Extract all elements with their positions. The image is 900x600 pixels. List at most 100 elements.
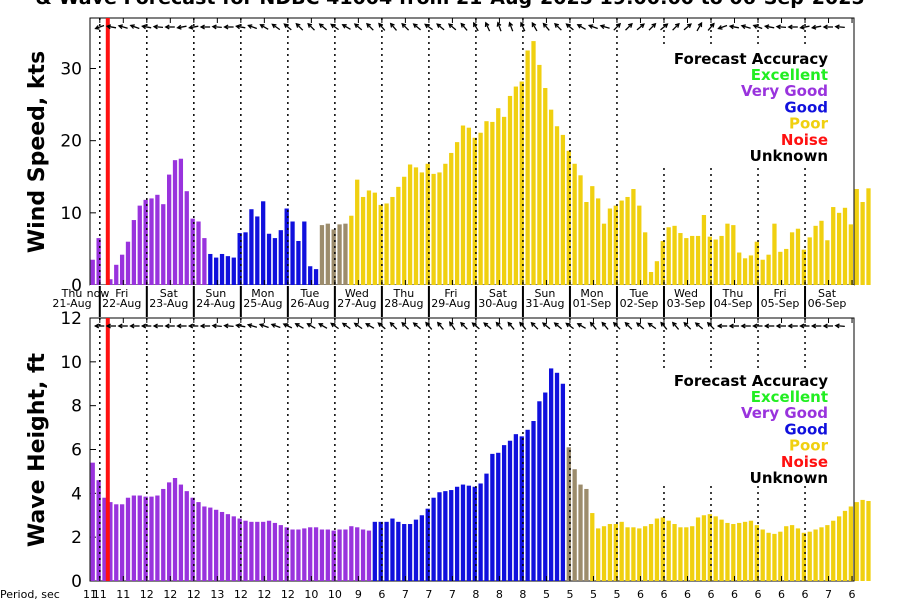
direction-arrowhead <box>553 322 559 328</box>
direction-arrowhead <box>377 322 383 328</box>
day-date-label: 04-Sep <box>714 297 753 310</box>
day-date-label: 26-Aug <box>290 297 329 310</box>
bar <box>701 215 707 285</box>
direction-arrowhead <box>787 24 793 30</box>
bar <box>795 228 801 285</box>
bar <box>619 521 624 581</box>
bar <box>108 502 113 581</box>
bar <box>596 198 601 285</box>
bar <box>537 64 542 285</box>
bar <box>719 519 724 581</box>
direction-arrow <box>636 322 645 330</box>
direction-arrow <box>508 22 514 32</box>
bar <box>695 517 701 581</box>
direction-arrowhead <box>624 321 630 327</box>
period-value: 6 <box>660 588 667 600</box>
period-value: 8 <box>496 588 503 600</box>
bar <box>825 525 830 581</box>
bar <box>243 520 248 581</box>
legend-item: Noise <box>781 131 828 149</box>
bar <box>137 495 142 581</box>
bar <box>560 383 566 581</box>
direction-arrow <box>130 24 140 30</box>
bar <box>807 531 812 581</box>
bar <box>819 220 824 285</box>
bar <box>848 506 853 581</box>
bar <box>731 225 736 285</box>
bar <box>572 469 577 581</box>
direction-arrowhead <box>117 24 123 30</box>
direction-arrow <box>177 25 187 29</box>
bar <box>789 232 795 285</box>
direction-arrowhead <box>307 22 313 28</box>
direction-arrowhead <box>176 24 182 30</box>
direction-arrowhead <box>541 322 548 328</box>
wind-speed-panel: Wind Speed, kts 0 10 20 30 Forecast Accurac… <box>25 17 871 296</box>
bar <box>831 520 836 581</box>
bar <box>784 248 789 285</box>
legend-item: Unknown <box>750 147 828 165</box>
bar <box>208 253 213 285</box>
bar <box>707 514 712 581</box>
direction-arrowhead <box>473 21 478 28</box>
bar <box>378 521 383 581</box>
bar <box>402 176 407 285</box>
day-date-label: 21-Aug <box>52 297 91 310</box>
bar <box>742 258 748 285</box>
bar <box>225 514 231 581</box>
bar <box>507 95 513 285</box>
period-value: 11 <box>93 588 107 600</box>
bar <box>419 172 424 285</box>
direction-arrow <box>472 322 480 330</box>
direction-arrow <box>330 23 339 31</box>
direction-arrowhead <box>576 24 582 29</box>
bar <box>261 521 266 581</box>
bar <box>331 229 336 285</box>
direction-arrow <box>753 24 763 30</box>
bar <box>690 235 695 285</box>
direction-arrow <box>577 24 586 30</box>
direction-arrow <box>248 324 258 328</box>
direction-arrowhead <box>199 24 205 30</box>
day-name-label: Fri <box>444 287 457 300</box>
direction-arrow <box>542 322 551 330</box>
direction-arrowhead <box>674 22 680 28</box>
bar <box>114 264 119 285</box>
bar <box>255 521 260 581</box>
direction-arrowhead <box>663 23 669 29</box>
direction-arrowhead <box>258 323 265 328</box>
direction-arrow <box>835 324 845 328</box>
direction-arrow <box>648 322 657 330</box>
now-line <box>105 318 110 581</box>
direction-arrow <box>741 25 751 29</box>
bar <box>695 235 701 285</box>
direction-arrowhead <box>449 321 454 327</box>
direction-arrowhead <box>211 24 217 30</box>
direction-arrowhead <box>520 21 525 27</box>
bar <box>125 497 131 581</box>
bar <box>172 160 178 285</box>
wave-direction-arrows <box>93 321 845 331</box>
bar <box>643 526 648 581</box>
bar <box>566 447 571 581</box>
bar <box>308 527 313 581</box>
bar <box>507 440 513 581</box>
bar <box>284 208 289 285</box>
bar <box>284 527 289 581</box>
direction-arrowhead <box>318 323 324 328</box>
direction-arrow <box>672 23 680 31</box>
period-value: 10 <box>304 588 318 600</box>
direction-arrow <box>660 322 668 330</box>
bar <box>660 517 665 581</box>
day-date-label: 24-Aug <box>196 297 235 310</box>
bar <box>584 202 589 285</box>
direction-arrow <box>519 322 527 330</box>
direction-arrow <box>543 23 550 31</box>
direction-arrowhead <box>424 23 430 29</box>
bar <box>243 232 248 285</box>
day-date-label: 25-Aug <box>243 297 282 310</box>
bar <box>584 488 589 581</box>
direction-arrowhead <box>366 22 371 28</box>
direction-arrowhead <box>635 322 642 328</box>
direction-arrow <box>625 322 633 330</box>
